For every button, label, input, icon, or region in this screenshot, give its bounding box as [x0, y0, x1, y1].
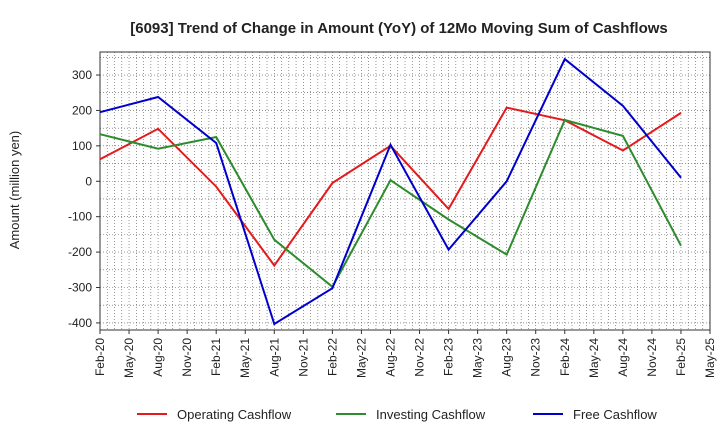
x-tick-label: Nov-21: [296, 338, 310, 377]
y-tick-label: -300: [68, 281, 92, 295]
x-tick-label: Nov-22: [413, 338, 427, 377]
x-tick-label: May-25: [703, 338, 717, 378]
legend-label-free-cashflow: Free Cashflow: [573, 407, 657, 422]
y-tick-label: -400: [68, 316, 92, 330]
y-tick-label: 0: [85, 174, 92, 188]
x-tick-label: Feb-24: [558, 338, 572, 376]
legend-label-operating-cashflow: Operating Cashflow: [177, 407, 292, 422]
x-tick-label: Feb-23: [442, 338, 456, 376]
y-tick-label: 100: [72, 139, 92, 153]
y-tick-label: -100: [68, 210, 92, 224]
x-tick-label: May-20: [122, 338, 136, 378]
x-tick-label: May-23: [471, 338, 485, 378]
legend: Operating Cashflow Investing Cashflow Free…: [137, 407, 657, 422]
plot-frame: [99, 51, 711, 331]
x-tick-label: Nov-20: [180, 338, 194, 377]
x-tick-label: Aug-20: [151, 338, 165, 377]
x-tick-label: May-22: [354, 338, 368, 378]
x-tick-label: May-24: [587, 338, 601, 378]
y-tick-label: -200: [68, 245, 92, 259]
x-tick-label: Feb-20: [93, 338, 107, 376]
x-tick-label: Nov-23: [529, 338, 543, 377]
x-tick-label: Aug-21: [267, 338, 281, 377]
y-tick-label: 200: [72, 103, 92, 117]
series-line-free-cashflow: [99, 57, 682, 326]
y-axis-label: Amount (million yen): [7, 131, 22, 250]
x-tick-label: Nov-24: [645, 338, 659, 377]
x-tick-label: Feb-22: [325, 338, 339, 376]
x-tick-label: Aug-24: [616, 338, 630, 377]
legend-label-investing-cashflow: Investing Cashflow: [376, 407, 486, 422]
x-tick-label: Feb-25: [674, 338, 688, 376]
series-line-investing-cashflow: [99, 118, 682, 289]
y-tick-label: 300: [72, 68, 92, 82]
chart-title: [6093] Trend of Change in Amount (YoY) o…: [130, 20, 668, 37]
x-tick-label: Aug-22: [383, 338, 397, 377]
x-tick-label: Aug-23: [500, 338, 514, 377]
x-tick-label: Feb-21: [209, 338, 223, 376]
x-tick-label: May-21: [238, 338, 252, 378]
